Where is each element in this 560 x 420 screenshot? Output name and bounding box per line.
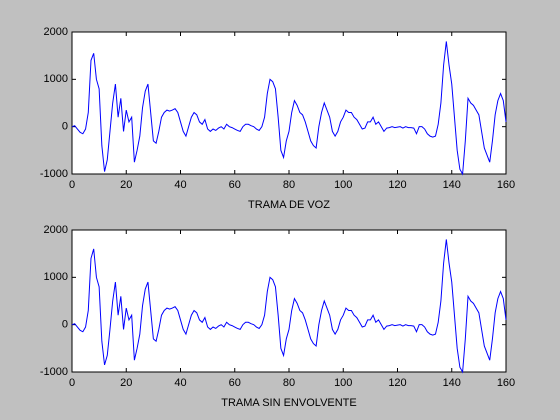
y-tick-label: 2000 <box>44 26 68 38</box>
x-tick-label: 120 <box>388 179 406 191</box>
x-tick-label: 140 <box>443 377 461 389</box>
x-tick-label: 40 <box>174 377 186 389</box>
x-axis-label: TRAMA DE VOZ <box>248 199 330 211</box>
x-tick-label: 0 <box>69 179 75 191</box>
x-tick-label: 100 <box>334 377 352 389</box>
y-tick-label: 0 <box>62 121 68 133</box>
x-tick-label: 160 <box>497 377 515 389</box>
x-tick-label: 20 <box>120 377 132 389</box>
x-tick-label: 120 <box>388 377 406 389</box>
x-tick-label: 60 <box>229 179 241 191</box>
y-tick-label: -1000 <box>40 366 68 378</box>
y-tick-label: 1000 <box>44 73 68 85</box>
signal-line <box>71 41 507 176</box>
x-tick-label: 80 <box>283 377 295 389</box>
x-axis-label: TRAMA SIN ENVOLVENTE <box>221 397 357 409</box>
y-tick-label: 2000 <box>44 224 68 236</box>
plot-area <box>71 229 507 373</box>
x-tick-label: 0 <box>69 377 75 389</box>
x-tick-label: 160 <box>497 179 515 191</box>
x-tick-label: 20 <box>120 179 132 191</box>
signal-line <box>71 239 507 374</box>
x-tick-label: 100 <box>334 179 352 191</box>
x-tick-label: 140 <box>443 179 461 191</box>
y-tick-label: 1000 <box>44 271 68 283</box>
y-tick-label: -1000 <box>40 168 68 180</box>
y-tick-label: 0 <box>62 319 68 331</box>
x-tick-label: 60 <box>229 377 241 389</box>
x-tick-label: 80 <box>283 179 295 191</box>
plot-area <box>71 31 507 175</box>
x-tick-label: 40 <box>174 179 186 191</box>
